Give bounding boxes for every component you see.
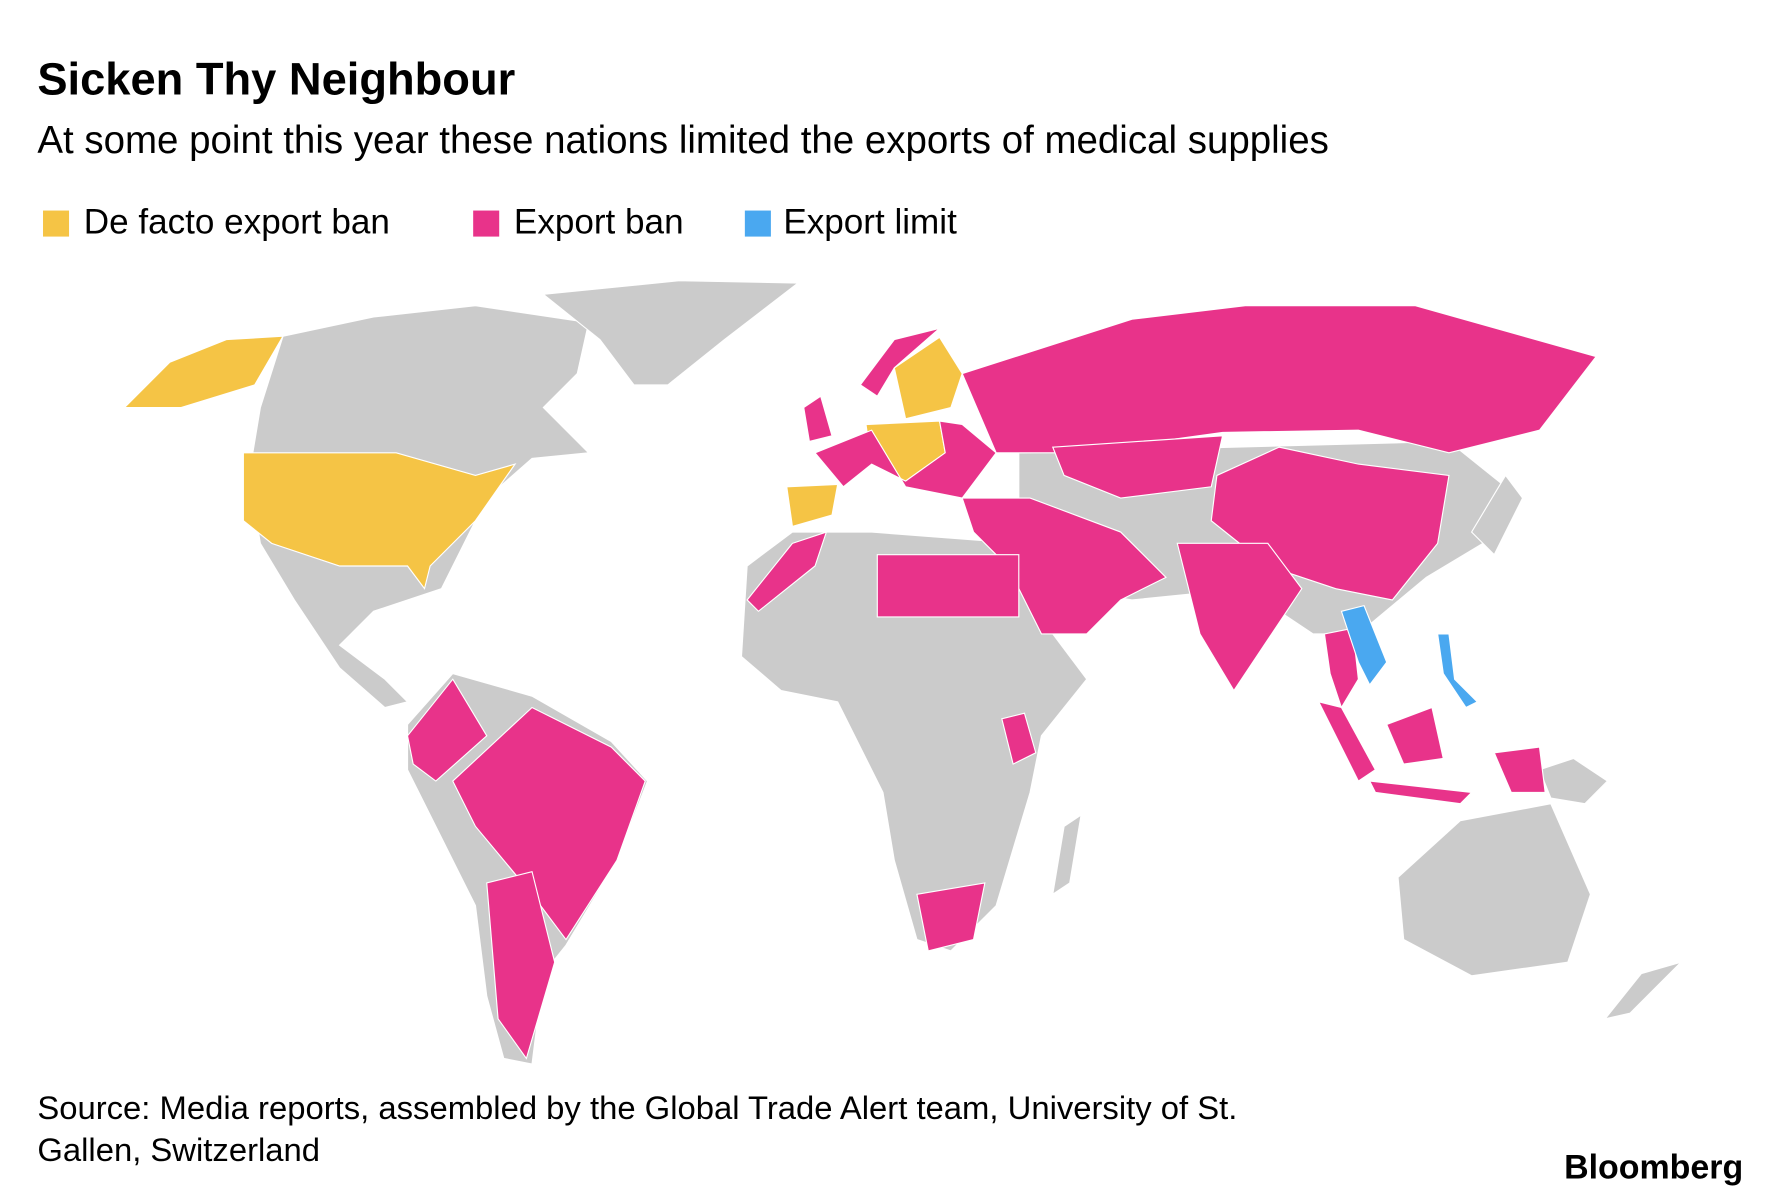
- norway: [859, 327, 940, 398]
- kenya: [1001, 712, 1037, 765]
- source-line: Source: Media reports, assembled by the …: [37, 1089, 1237, 1126]
- legend-swatch: [744, 210, 771, 237]
- source-line: Gallen, Switzerland: [37, 1131, 320, 1168]
- title: Sicken Thy Neighbour: [37, 54, 515, 105]
- indonesia: [1368, 706, 1546, 805]
- central-asia: [1051, 435, 1224, 499]
- morocco: [746, 531, 828, 613]
- africa: [740, 531, 1088, 952]
- legend-label: De facto export ban: [84, 202, 390, 241]
- new-zealand: [1603, 961, 1683, 1020]
- legend-label: Export limit: [783, 202, 957, 241]
- india: [1176, 542, 1303, 692]
- greenland: [541, 280, 800, 386]
- brand-logo: Bloomberg: [1564, 1148, 1743, 1186]
- nordics: [893, 336, 963, 420]
- legend: De facto export ban Export ban Export li…: [43, 202, 957, 241]
- madagascar: [1051, 813, 1082, 896]
- malaysia: [1317, 700, 1377, 782]
- alaska: [123, 335, 285, 409]
- subtitle: At some point this year these nations li…: [37, 119, 1329, 162]
- colombia: [406, 678, 488, 782]
- legend-swatch: [43, 210, 70, 237]
- western-europe: [814, 420, 997, 499]
- world-map: [123, 280, 1683, 1065]
- brazil: [452, 706, 646, 941]
- legend-swatch: [473, 210, 500, 237]
- south-africa: [916, 882, 986, 952]
- usa: [242, 452, 517, 590]
- australia: [1397, 803, 1592, 977]
- middle-east: [961, 497, 1167, 635]
- legend-label: Export ban: [514, 202, 684, 241]
- argentina: [486, 870, 556, 1060]
- spain: [786, 483, 839, 528]
- uk: [803, 395, 833, 443]
- new-guinea: [1538, 757, 1609, 805]
- japan: [1470, 474, 1524, 556]
- russia: [961, 305, 1598, 454]
- north-africa: [876, 554, 1020, 618]
- vietnam: [1340, 604, 1388, 686]
- philippines: [1436, 633, 1479, 709]
